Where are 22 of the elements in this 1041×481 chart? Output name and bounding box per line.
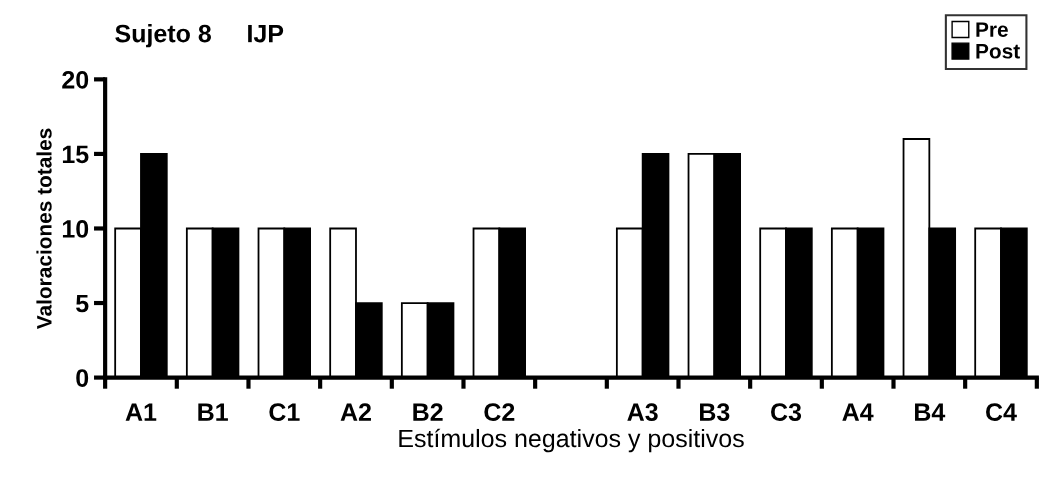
x-axis-title: Estímulos negativos y positivos: [399, 428, 744, 453]
x-tick-label: A4: [842, 403, 874, 421]
x-tick-label: A2: [340, 403, 371, 421]
x-tick-label: B1: [198, 403, 228, 421]
y-tick-label: 10: [62, 220, 89, 238]
x-tick-label: C4: [986, 403, 1017, 421]
x-tick-label: A1: [125, 403, 157, 421]
x-tick-label: C2: [484, 403, 515, 421]
chart-title: Sujeto 8 IJP: [115, 24, 284, 48]
x-tick-label: B3: [700, 403, 730, 421]
y-tick-label: 0: [76, 369, 89, 387]
x-tick-label: B2: [413, 403, 443, 421]
y-tick-label: 20: [62, 70, 89, 89]
y-axis-title: Valoraciones totales: [36, 128, 52, 330]
legend-label: Pre: [976, 22, 1008, 37]
y-tick-label: 5: [76, 294, 89, 313]
x-tick-label: B4: [915, 403, 946, 421]
x-tick-label: A3: [627, 403, 658, 421]
x-tick-label: C3: [771, 403, 802, 421]
legend-label: Post: [976, 44, 1020, 59]
x-tick-label: C1: [269, 403, 300, 421]
y-tick-label: 15: [62, 145, 89, 164]
